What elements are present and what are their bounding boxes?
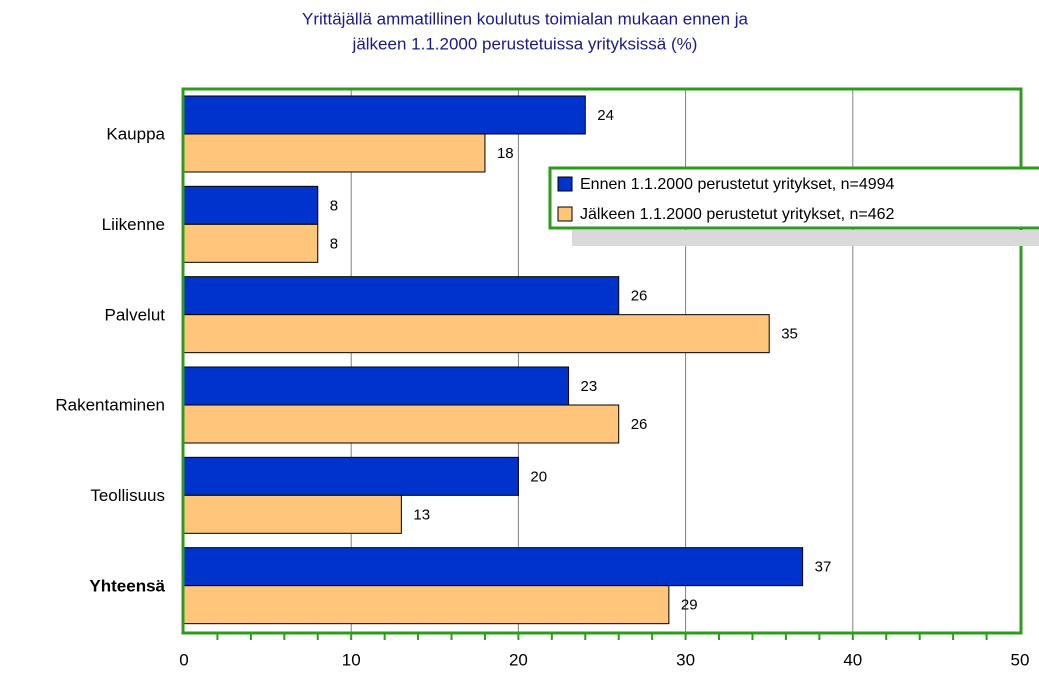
y-tick-label: Liikenne bbox=[102, 215, 165, 234]
bar bbox=[183, 95, 586, 135]
bar bbox=[183, 366, 570, 406]
bar bbox=[183, 314, 770, 354]
x-tick-label: 10 bbox=[342, 650, 361, 669]
x-tick-label: 0 bbox=[179, 650, 188, 669]
y-tick-label: Rakentaminen bbox=[55, 396, 165, 415]
data-label: 24 bbox=[597, 107, 614, 124]
data-label: 8 bbox=[330, 235, 338, 252]
x-tick-label: 50 bbox=[1011, 650, 1030, 669]
bar bbox=[183, 404, 620, 444]
legend-shadow bbox=[572, 230, 1039, 246]
x-tick-label: 30 bbox=[676, 650, 695, 669]
data-label: 8 bbox=[330, 197, 338, 214]
data-label: 37 bbox=[815, 559, 832, 576]
x-tick-label: 40 bbox=[843, 650, 862, 669]
data-label: 18 bbox=[497, 145, 514, 162]
legend bbox=[548, 166, 1039, 230]
data-label: 23 bbox=[581, 378, 598, 395]
x-tick-label: 20 bbox=[509, 650, 528, 669]
y-tick-label: Yhteensä bbox=[89, 576, 165, 595]
chart-title: Yrittäjällä ammatillinen koulutus toimia… bbox=[302, 9, 749, 28]
plot-border bbox=[181, 87, 1023, 635]
legend-swatch bbox=[557, 176, 573, 192]
bar bbox=[183, 494, 402, 534]
bar bbox=[183, 185, 319, 225]
data-label: 26 bbox=[631, 288, 648, 305]
bar bbox=[183, 276, 620, 316]
data-label: 20 bbox=[530, 468, 547, 485]
bar bbox=[183, 223, 319, 263]
y-tick-label: Palvelut bbox=[105, 305, 166, 324]
bar bbox=[183, 547, 804, 587]
bar bbox=[183, 133, 486, 173]
legend-label: Ennen 1.1.2000 perustetut yritykset, n=4… bbox=[580, 176, 895, 193]
y-tick-label: Kauppa bbox=[106, 125, 165, 144]
data-label: 35 bbox=[781, 326, 798, 343]
legend-label: Jälkeen 1.1.2000 perustetut yritykset, n… bbox=[580, 206, 895, 223]
chart-subtitle: jälkeen 1.1.2000 perustetuissa yrityksis… bbox=[352, 34, 698, 53]
y-tick-label: Teollisuus bbox=[90, 486, 165, 505]
data-label: 13 bbox=[413, 506, 430, 523]
bar bbox=[183, 585, 670, 625]
bar bbox=[183, 456, 519, 496]
data-label: 26 bbox=[631, 416, 648, 433]
data-label: 29 bbox=[681, 597, 698, 614]
legend-swatch bbox=[557, 206, 573, 222]
